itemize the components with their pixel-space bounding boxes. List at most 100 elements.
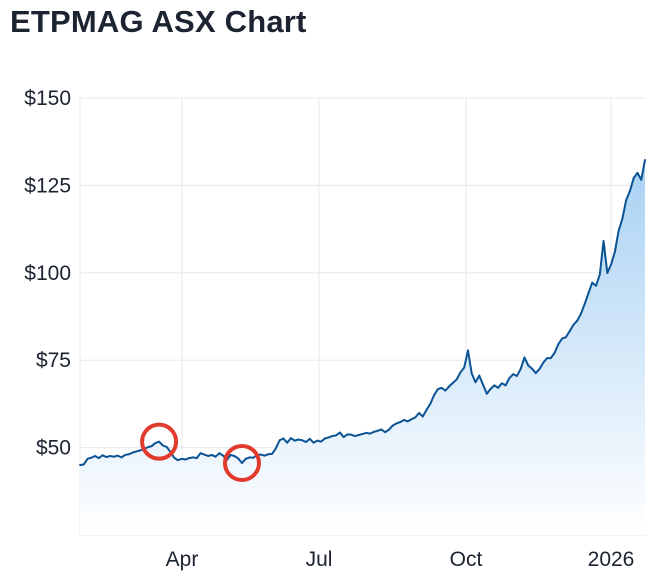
price-point bbox=[146, 446, 149, 449]
price-point bbox=[598, 273, 601, 276]
price-point bbox=[124, 454, 127, 456]
price-area bbox=[80, 159, 645, 535]
price-point bbox=[380, 428, 383, 431]
annotation-circle bbox=[222, 443, 261, 482]
price-point bbox=[229, 454, 232, 456]
price-point bbox=[237, 457, 240, 460]
price-point bbox=[387, 428, 390, 431]
price-point bbox=[640, 178, 643, 181]
price-point bbox=[436, 388, 439, 391]
price-point bbox=[154, 442, 157, 444]
price-point bbox=[406, 420, 409, 423]
price-point bbox=[259, 453, 262, 456]
price-point bbox=[531, 367, 533, 370]
price-point bbox=[320, 440, 322, 443]
price-point bbox=[286, 441, 289, 444]
price-point bbox=[602, 240, 605, 242]
price-point bbox=[629, 190, 631, 192]
price-point bbox=[613, 250, 616, 253]
price-point bbox=[192, 456, 194, 459]
price-point bbox=[565, 336, 567, 339]
price-point bbox=[158, 440, 161, 443]
price-point bbox=[448, 385, 451, 388]
price-point bbox=[301, 439, 304, 442]
price-point bbox=[139, 449, 142, 452]
price-point bbox=[161, 444, 164, 447]
price-point bbox=[180, 457, 183, 460]
y-tick-label: $125 bbox=[24, 174, 71, 197]
x-tick-label: Apr bbox=[166, 548, 199, 571]
price-area-fill bbox=[80, 159, 645, 535]
price-point bbox=[199, 452, 202, 455]
price-point bbox=[455, 378, 458, 381]
price-point bbox=[568, 330, 571, 333]
price-point bbox=[361, 433, 364, 435]
price-point bbox=[489, 387, 492, 390]
price-point bbox=[482, 383, 484, 386]
price-point bbox=[369, 432, 371, 435]
price-point bbox=[120, 456, 123, 459]
price-point bbox=[538, 368, 541, 370]
price-point bbox=[316, 439, 319, 442]
price-point bbox=[97, 457, 100, 459]
price-point bbox=[305, 441, 307, 443]
price-point bbox=[470, 372, 473, 375]
price-point bbox=[210, 454, 213, 456]
price-point bbox=[429, 403, 432, 405]
price-point bbox=[617, 229, 620, 232]
price-point bbox=[485, 392, 488, 395]
price-point bbox=[636, 171, 639, 174]
price-point bbox=[293, 439, 296, 442]
price-point bbox=[376, 429, 379, 432]
price-point bbox=[512, 373, 515, 376]
price-point bbox=[493, 384, 496, 387]
price-point bbox=[399, 421, 402, 423]
price-point bbox=[497, 386, 499, 389]
price-point bbox=[86, 457, 89, 460]
price-point bbox=[188, 457, 191, 459]
price-point bbox=[342, 436, 345, 439]
price-point bbox=[165, 446, 168, 448]
price-point bbox=[290, 437, 292, 440]
price-point bbox=[549, 357, 552, 360]
price-point bbox=[606, 272, 609, 275]
price-point bbox=[418, 412, 420, 414]
price-point bbox=[553, 351, 556, 354]
annotation-markers bbox=[140, 422, 261, 482]
price-point bbox=[218, 452, 221, 455]
x-tick-label: Jul bbox=[306, 548, 333, 571]
price-point bbox=[350, 433, 353, 436]
price-point bbox=[372, 430, 375, 433]
price-point bbox=[459, 371, 462, 374]
price-point bbox=[478, 374, 481, 377]
price-point bbox=[508, 377, 511, 379]
price-point bbox=[195, 457, 198, 459]
price-point bbox=[327, 436, 330, 439]
price-point bbox=[312, 441, 315, 444]
price-point bbox=[308, 437, 311, 440]
price-point bbox=[323, 437, 326, 440]
price-point bbox=[395, 422, 398, 425]
price-point bbox=[542, 361, 545, 364]
price-point bbox=[267, 453, 270, 456]
y-tick-label: $75 bbox=[36, 349, 71, 372]
price-point bbox=[150, 445, 153, 448]
price-point bbox=[244, 457, 247, 460]
price-point bbox=[463, 366, 466, 369]
price-point bbox=[131, 451, 134, 454]
price-point bbox=[263, 454, 266, 457]
chart-title: ETPMAG ASX Chart bbox=[10, 4, 307, 39]
price-point bbox=[467, 349, 469, 352]
price-point bbox=[274, 447, 277, 450]
price-point bbox=[391, 424, 394, 427]
price-point bbox=[414, 416, 417, 419]
price-point bbox=[444, 389, 447, 392]
price-point bbox=[233, 455, 236, 457]
price-point bbox=[519, 368, 522, 370]
price-point bbox=[580, 312, 582, 315]
x-tick-label: 2026 bbox=[588, 548, 635, 571]
price-point bbox=[173, 456, 176, 459]
price-point bbox=[595, 284, 597, 287]
price-point bbox=[339, 431, 341, 434]
price-point bbox=[534, 372, 537, 375]
